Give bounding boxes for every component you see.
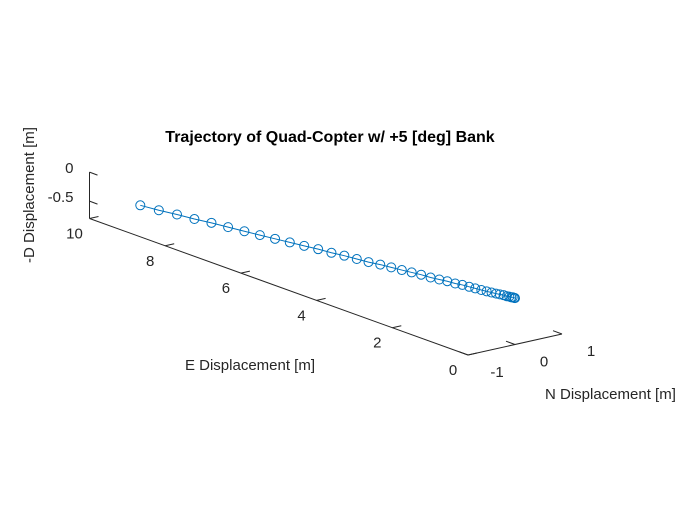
x-tick-label: 4 bbox=[297, 307, 305, 324]
x-tick bbox=[165, 243, 175, 247]
y-tick bbox=[552, 330, 563, 335]
data-point bbox=[464, 281, 475, 292]
data-point bbox=[270, 233, 281, 244]
x-tick-label: 10 bbox=[66, 225, 83, 242]
data-point bbox=[470, 283, 481, 294]
x-axis-line bbox=[89, 218, 469, 356]
z-tick-label: -0.5 bbox=[48, 189, 74, 206]
data-point bbox=[153, 205, 164, 216]
data-point bbox=[457, 279, 468, 290]
y-tick-label: 0 bbox=[540, 353, 548, 370]
y-tick bbox=[458, 351, 469, 356]
data-point bbox=[442, 276, 453, 287]
data-point bbox=[498, 290, 509, 301]
x-tick-label: 8 bbox=[146, 253, 154, 270]
data-point bbox=[450, 278, 461, 289]
data-point bbox=[284, 237, 295, 248]
x-tick-label: 6 bbox=[222, 280, 230, 297]
z-axis-label: -D Displacement [m] bbox=[21, 127, 38, 263]
data-point bbox=[313, 244, 324, 255]
trajectory-line bbox=[140, 204, 516, 299]
data-point bbox=[363, 257, 374, 268]
y-tick bbox=[505, 340, 516, 345]
data-point bbox=[486, 287, 497, 298]
x-tick bbox=[467, 352, 478, 356]
data-point bbox=[491, 288, 502, 299]
data-point bbox=[375, 259, 386, 270]
data-point bbox=[339, 250, 350, 261]
y-axis-label: N Displacement [m] bbox=[545, 386, 676, 403]
data-point bbox=[425, 272, 436, 283]
x-tick-label: 0 bbox=[449, 362, 457, 379]
x-tick bbox=[89, 216, 99, 219]
x-tick bbox=[316, 297, 326, 301]
data-point bbox=[223, 222, 234, 233]
data-point bbox=[481, 286, 492, 297]
data-point bbox=[135, 200, 146, 211]
z-tick-label: 0 bbox=[65, 160, 73, 177]
data-point bbox=[351, 254, 362, 265]
data-point bbox=[386, 262, 397, 273]
data-point bbox=[239, 226, 250, 237]
x-tick bbox=[240, 270, 251, 274]
data-point bbox=[254, 230, 265, 241]
data-point bbox=[476, 285, 487, 296]
x-tick bbox=[392, 325, 402, 329]
x-axis-label: E Displacement [m] bbox=[185, 357, 315, 374]
data-point bbox=[299, 240, 310, 251]
data-point bbox=[416, 269, 427, 280]
data-point bbox=[396, 265, 407, 276]
data-point bbox=[206, 217, 217, 228]
y-tick-label: -1 bbox=[490, 364, 503, 381]
x-tick-label: 2 bbox=[373, 335, 381, 352]
y-tick-label: 1 bbox=[587, 343, 595, 360]
data-point bbox=[326, 247, 337, 258]
z-tick bbox=[89, 200, 98, 205]
chart-title: Trajectory of Quad-Copter w/ +5 [deg] Ba… bbox=[165, 129, 494, 146]
data-point bbox=[189, 214, 200, 225]
data-point bbox=[406, 267, 417, 278]
data-point bbox=[171, 209, 182, 220]
z-tick bbox=[89, 171, 98, 176]
